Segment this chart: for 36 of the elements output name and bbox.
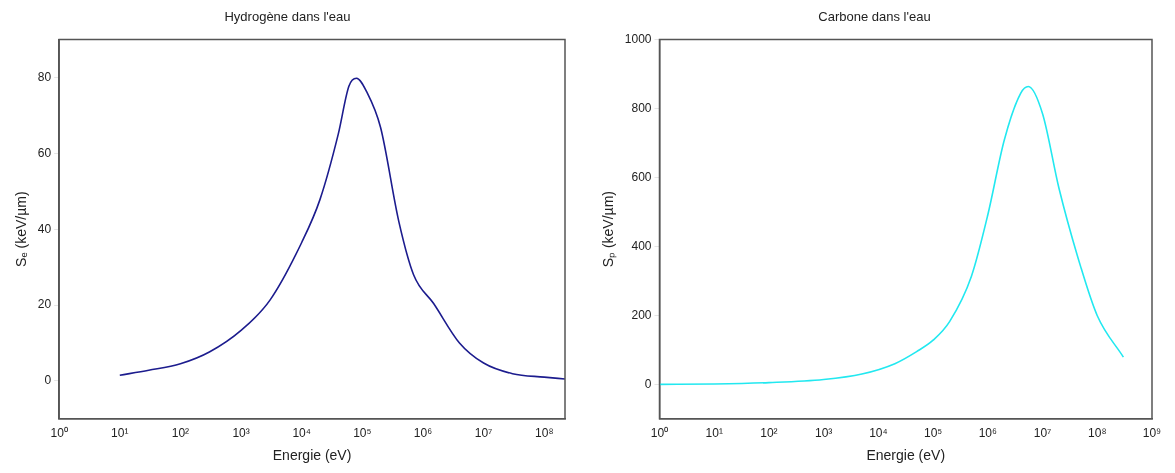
x-tick-label: 10³ [814, 426, 833, 441]
x-tick-label: 10⁰ [50, 426, 68, 441]
y-axis-title: Sₚ (keV/µm) [600, 191, 618, 268]
x-tick-label: 10⁸ [535, 426, 554, 441]
y-tick-label: 20 [37, 297, 52, 312]
y-tick-label: 80 [37, 69, 52, 84]
y-axis-title: Sₑ (keV/µm) [13, 191, 30, 267]
y-tick-label: 0 [44, 373, 52, 388]
x-tick-label: 10⁴ [292, 426, 311, 441]
y-tick-label: 800 [631, 100, 652, 115]
chart-title: Hydrogène dans l'eau [224, 9, 351, 25]
y-tick-label: 40 [37, 221, 52, 236]
x-tick-label: 10⁷ [1033, 426, 1052, 441]
x-tick-label: 10¹ [111, 426, 129, 441]
x-tick-label: 10⁶ [413, 426, 433, 441]
y-tick-label: 60 [37, 145, 52, 160]
x-tick-label: 10⁹ [1142, 426, 1162, 441]
x-tick-label: 10⁸ [1088, 426, 1107, 441]
y-tick-label: 200 [631, 307, 652, 322]
x-tick-label: 10⁵ [353, 426, 372, 441]
x-tick-label: 10⁵ [923, 426, 943, 441]
y-tick-label: 400 [631, 238, 652, 253]
y-tick-label: 1000 [624, 31, 652, 46]
x-tick-label: 10² [760, 426, 778, 441]
x-tick-label: 10² [171, 426, 190, 441]
x-tick-label: 10⁴ [869, 426, 888, 441]
chart-title: Carbone dans l'eau [818, 9, 931, 25]
x-tick-label: 10⁶ [978, 426, 998, 441]
x-tick-label: 10¹ [705, 426, 723, 441]
x-tick-label: 10⁷ [474, 426, 493, 441]
x-axis-title: Energie (eV) [272, 447, 352, 464]
x-tick-label: 10⁰ [650, 426, 669, 441]
y-tick-label: 600 [631, 169, 652, 184]
x-tick-label: 10³ [232, 426, 250, 441]
y-tick-label: 0 [644, 376, 652, 391]
x-axis-title: Energie (eV) [866, 447, 946, 464]
